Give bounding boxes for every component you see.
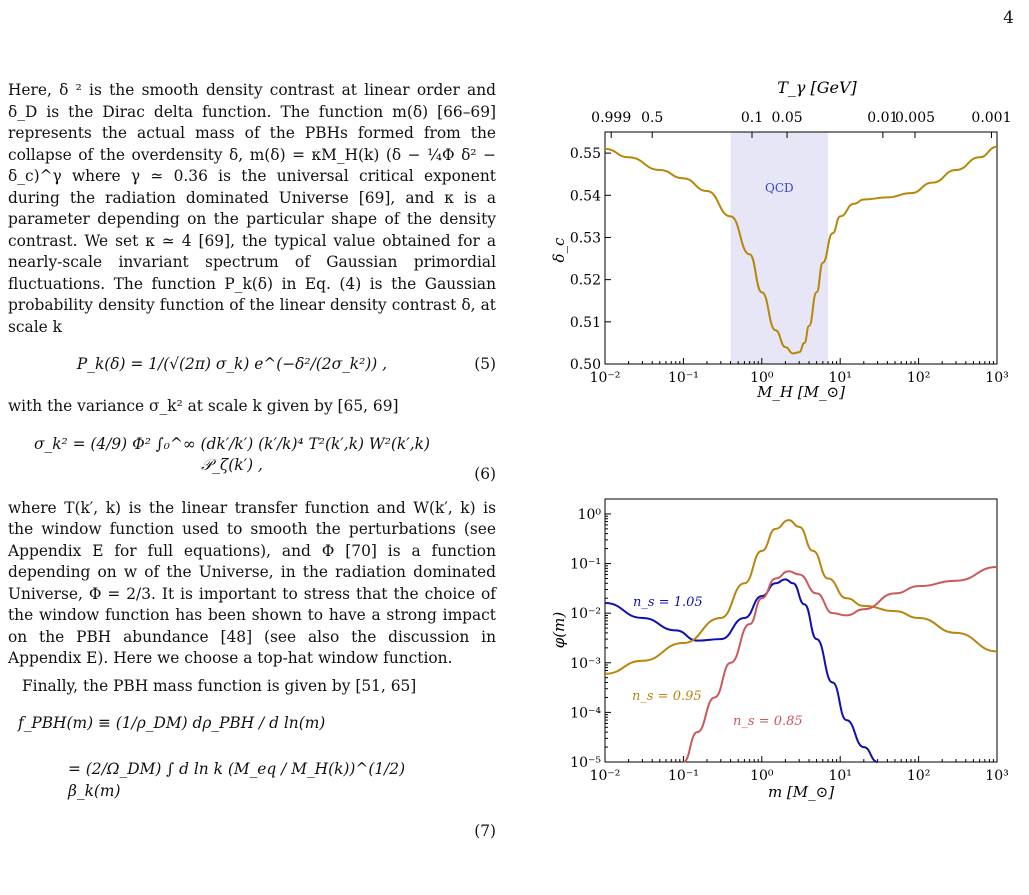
x-axis-label: m [M_⊙] (768, 783, 834, 801)
x-tick-label: 10³ (985, 370, 1008, 386)
top-tick-label: 0.001 (971, 110, 1011, 126)
series-ns-0-95 (604, 519, 998, 675)
x-tick-label: 10² (907, 768, 930, 784)
top-axis-label: T_γ [GeV] (777, 78, 857, 97)
paragraph-4: Finally, the PBH mass function is given … (22, 676, 417, 695)
top-tick-label: 0.01 (867, 110, 898, 126)
x-tick-label: 10⁻¹ (668, 370, 699, 386)
equation-5-body: P_k(δ) = 1/(√(2π) σ_k) e^(−δ²/(2σ_k²)) , (76, 355, 388, 373)
y-tick-label: 10⁻⁵ (570, 755, 601, 771)
x-tick-label: 10⁰ (750, 768, 774, 784)
top-tick-label: 0.05 (771, 110, 802, 126)
y-tick-label: 0.53 (570, 230, 601, 246)
y-tick-label: 0.51 (570, 315, 601, 331)
series-ns-0-85 (682, 566, 998, 763)
x-tick-label: 10³ (985, 768, 1008, 784)
top-tick-label: 0.5 (641, 110, 663, 126)
plot-frame (604, 131, 998, 365)
y-tick-label: 0.54 (570, 188, 601, 204)
x-tick-label: 10¹ (828, 370, 851, 386)
equation-6-body: σ_k² = (4/9) Φ² ∫₀^∞ (dk′/k′) (k′/k)⁴ T²… (34, 434, 430, 475)
equation-7-line-1: f_PBH(m) ≡ (1/ρ_DM) dρ_PBH / d ln(m) (18, 714, 326, 732)
y-tick-label: 10⁻² (570, 606, 601, 622)
delta-c-curve (604, 145, 998, 355)
body-text-column: Here, δ ² is the smooth density contrast… (8, 80, 496, 867)
x-tick-label: 10⁰ (750, 370, 774, 386)
top-tick-label: 0.1 (741, 110, 763, 126)
equation-7-number: (7) (474, 822, 496, 840)
equation-6: σ_k² = (4/9) Φ² ∫₀^∞ (dk′/k′) (k′/k)⁴ T²… (8, 424, 496, 494)
x-tick-label: 10⁻² (590, 370, 621, 386)
series-label-ns-1-05: n_s = 1.05 (633, 595, 703, 610)
x-tick-label: 10⁻¹ (668, 768, 699, 784)
y-tick-label: 10⁻⁴ (570, 705, 601, 721)
phi-m-chart: 10⁻² 10⁻¹ 10⁰ 10¹ 10² 10³ 10⁻⁵ 10⁻⁴ 10⁻³ 10⁻² 10⁻¹… (550, 498, 1009, 801)
axis-ticks: 10⁻² 10⁻¹ 10⁰ 10¹ 10² 10³ 0.50 0.51 0.52 0.53 0.54… (570, 110, 1012, 386)
y-tick-label: 10⁰ (578, 507, 602, 523)
page-number: 4 (1003, 8, 1014, 28)
x-axis-label: M_H [M_⊙] (756, 383, 845, 401)
equation-7: f_PBH(m) ≡ (1/ρ_DM) dρ_PBH / d ln(m) = (… (8, 703, 496, 863)
series-ns-1-05 (604, 578, 878, 763)
y-tick-label: 10⁻¹ (570, 557, 601, 573)
y-tick-label: 0.55 (570, 146, 601, 162)
top-tick-label: 0.999 (591, 110, 631, 126)
series-label-ns-0-95: n_s = 0.95 (632, 689, 702, 704)
paragraph-3: where T(k′, k) is the linear transfer fu… (8, 498, 496, 668)
x-tick-label: 10¹ (828, 768, 851, 784)
qcd-label: QCD (765, 181, 794, 195)
y-axis-label: φ(m) (550, 612, 568, 649)
delta-c-chart: T_γ [GeV] QCD 10⁻² 10⁻¹ 10⁰ 10¹ 10² 10³ 0.50 0.… (550, 78, 1012, 401)
equation-5: P_k(δ) = 1/(√(2π) σ_k) e^(−δ²/(2σ_k²)) ,… (8, 344, 496, 392)
paragraph-2: with the variance σ_k² at scale k given … (8, 397, 399, 415)
paragraph-1: Here, δ ² is the smooth density contrast… (8, 81, 496, 336)
top-tick-label: 0.005 (895, 110, 935, 126)
series-label-ns-0-85: n_s = 0.85 (733, 714, 803, 729)
y-tick-label: 0.52 (570, 273, 601, 289)
y-tick-label: 0.50 (570, 357, 601, 373)
axis-ticks: 10⁻² 10⁻¹ 10⁰ 10¹ 10² 10³ 10⁻⁵ 10⁻⁴ 10⁻³ 10⁻² 10⁻¹… (570, 507, 1009, 784)
y-tick-label: 10⁻³ (570, 656, 601, 672)
y-axis-label: δ_c (550, 237, 568, 263)
x-tick-label: 10⁻² (590, 768, 621, 784)
equation-6-number: (6) (474, 464, 496, 483)
plot-frame (604, 498, 998, 763)
qcd-shaded-region (730, 132, 829, 364)
equation-5-number: (5) (474, 355, 496, 373)
equation-7-line-2: = (2/Ω_DM) ∫ d ln k (M_eq / M_H(k))^(1/2… (68, 760, 406, 800)
x-tick-label: 10² (907, 370, 930, 386)
